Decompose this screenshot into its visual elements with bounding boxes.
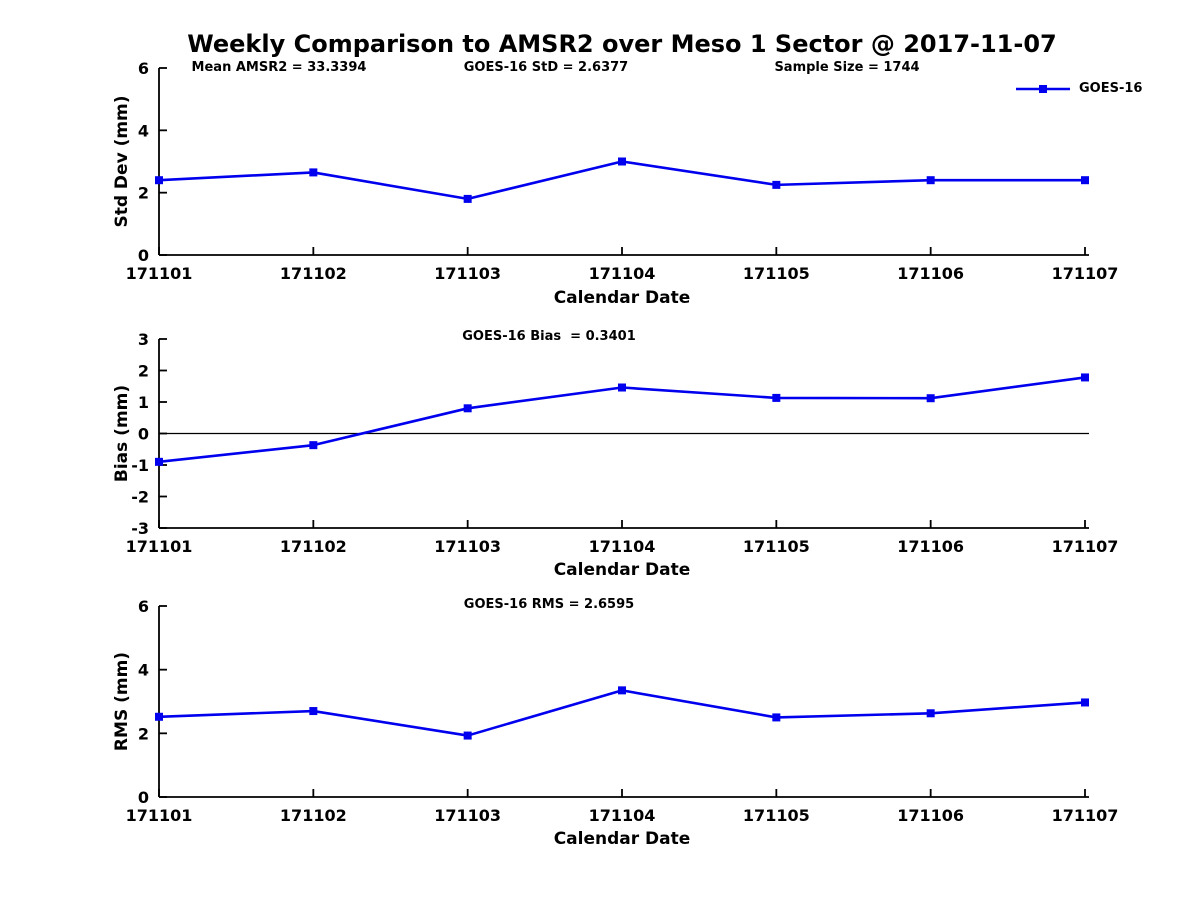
figure-title: Weekly Comparison to AMSR2 over Meso 1 S… xyxy=(187,30,1057,58)
data-point-marker xyxy=(926,176,935,185)
x-tick-label: 171106 xyxy=(897,806,964,825)
x-tick-label: 171104 xyxy=(589,264,656,283)
x-tick-label: 171104 xyxy=(589,537,656,556)
y-axis-label: Bias (mm) xyxy=(112,385,132,482)
y-tick-label: -2 xyxy=(131,488,149,507)
annotation-goes16-bias: GOES-16 Bias = 0.3401 xyxy=(462,329,636,344)
x-tick-label: 171102 xyxy=(280,264,347,283)
y-tick-label: 2 xyxy=(138,362,149,381)
y-axis-label: RMS (mm) xyxy=(112,652,132,751)
x-tick-label: 171103 xyxy=(434,806,501,825)
x-tick-label: 171101 xyxy=(126,806,193,825)
y-tick-label: 6 xyxy=(138,59,149,78)
y-tick-label: -3 xyxy=(131,519,149,538)
x-axis-label: Calendar Date xyxy=(554,288,691,308)
data-point-marker xyxy=(926,394,935,403)
x-tick-label: 171107 xyxy=(1052,537,1119,556)
legend-line-marker-icon xyxy=(1016,84,1070,93)
y-tick-label: 0 xyxy=(138,425,149,444)
y-tick-label: 4 xyxy=(138,661,149,680)
data-point-marker xyxy=(926,709,935,718)
y-tick-label: 2 xyxy=(138,724,149,743)
y-axis-label: Std Dev (mm) xyxy=(112,95,132,227)
annotation-goes16-rms: GOES-16 RMS = 2.6595 xyxy=(463,597,635,612)
data-point-marker xyxy=(1081,698,1089,707)
data-point-marker xyxy=(463,404,472,413)
y-tick-label: 0 xyxy=(138,788,149,807)
x-axis-label: Calendar Date xyxy=(554,560,691,580)
x-tick-label: 171103 xyxy=(434,264,501,283)
x-tick-label: 171107 xyxy=(1052,806,1119,825)
data-point-marker xyxy=(772,393,781,402)
annotation-sample-size: Sample Size = 1744 xyxy=(774,60,920,75)
annotation-goes16-std: GOES-16 StD = 2.6377 xyxy=(463,60,629,75)
x-tick-label: 171106 xyxy=(897,264,964,283)
y-tick-label: 2 xyxy=(138,184,149,203)
x-tick-label: 171103 xyxy=(434,537,501,556)
y-tick-label: 4 xyxy=(138,121,149,140)
x-tick-label: 171106 xyxy=(897,537,964,556)
data-point-marker xyxy=(309,441,318,450)
x-axis-label: Calendar Date xyxy=(554,829,691,849)
x-tick-label: 171107 xyxy=(1052,264,1119,283)
data-point-marker xyxy=(1081,373,1089,382)
data-point-marker xyxy=(1081,176,1089,185)
data-point-marker xyxy=(618,383,626,392)
y-tick-label: 0 xyxy=(138,246,149,265)
data-point-marker xyxy=(155,712,163,721)
data-point-marker xyxy=(309,168,318,177)
x-tick-label: 171101 xyxy=(126,264,193,283)
x-tick-label: 171105 xyxy=(743,264,810,283)
legend: GOES-16 xyxy=(1015,81,1142,96)
y-tick-label: 6 xyxy=(138,597,149,616)
data-point-marker xyxy=(772,713,781,722)
data-point-marker xyxy=(772,180,781,189)
data-point-marker xyxy=(463,194,472,203)
y-tick-label: 1 xyxy=(138,393,149,412)
x-tick-label: 171105 xyxy=(743,537,810,556)
y-tick-label: -1 xyxy=(131,456,149,475)
data-point-marker xyxy=(618,157,626,166)
x-tick-label: 171105 xyxy=(743,806,810,825)
y-tick-label: 3 xyxy=(138,330,149,349)
x-tick-label: 171102 xyxy=(280,537,347,556)
data-point-marker xyxy=(309,707,318,716)
data-point-marker xyxy=(155,176,163,185)
x-tick-label: 171101 xyxy=(126,537,193,556)
annotation-mean-amsr2: Mean AMSR2 = 33.3394 xyxy=(191,60,367,75)
data-line-goes-16 xyxy=(157,689,1087,737)
data-point-marker xyxy=(463,731,472,740)
x-tick-label: 171102 xyxy=(280,806,347,825)
data-point-marker xyxy=(155,457,163,466)
data-line-goes-16 xyxy=(157,160,1087,201)
legend-label: GOES-16 xyxy=(1079,81,1143,96)
x-tick-label: 171104 xyxy=(589,806,656,825)
data-point-marker xyxy=(618,686,626,695)
